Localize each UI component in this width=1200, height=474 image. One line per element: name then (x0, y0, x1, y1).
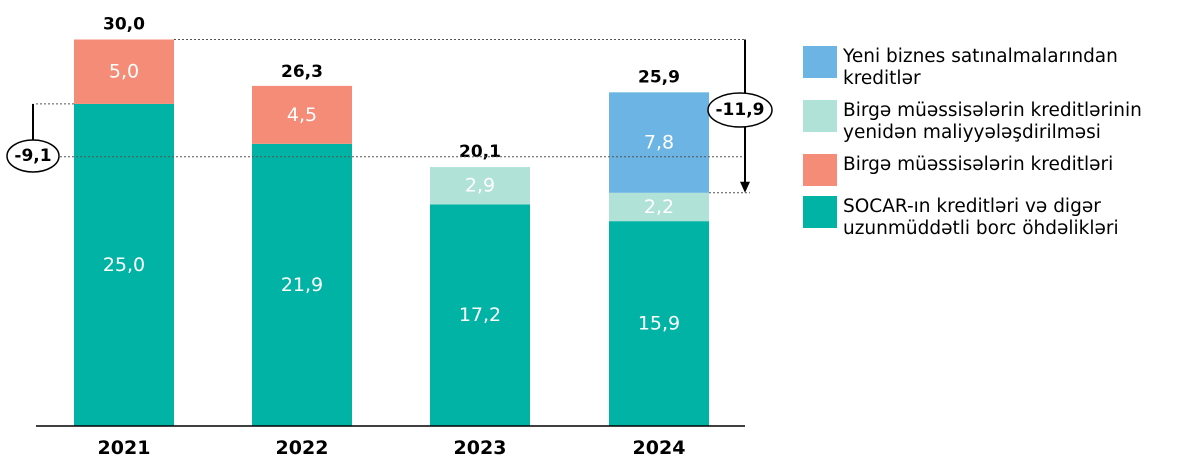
legend-swatch-socar-loans (803, 196, 837, 228)
bar-2022-series-1 (252, 85, 352, 144)
bar-label-2023-series-2: 2,9 (465, 175, 495, 197)
x-tick-2024: 2024 (633, 437, 686, 459)
annotation-bubble-2024 (707, 92, 773, 128)
total-label-2022: 26,3 (281, 62, 323, 82)
bar-2022-series-0 (252, 143, 352, 427)
bar-2021-series-0 (74, 103, 174, 427)
legend-swatch-jv-loans (803, 154, 837, 186)
annotation-label-2024: -11,9 (716, 100, 765, 120)
bar-label-2024-series-0: 15,9 (638, 313, 680, 335)
stacked-bar-chart: 25,0 5,0 30,0 2021 21,9 4,5 26,3 2022 17,2 2,9 20,… (6, 15, 773, 459)
total-label-2021: 30,0 (103, 15, 145, 35)
bar-label-2022-series-1: 4,5 (287, 104, 317, 126)
arrow-head-2024 (740, 181, 750, 193)
x-tick-2022: 2022 (276, 437, 329, 459)
bar-2023-series-2 (430, 167, 530, 205)
bar-2024-series-0 (609, 221, 709, 426)
bar-label-2021-series-0: 25,0 (103, 254, 145, 276)
legend-label-jv-refinancing: Birgə müəssisələrin kreditlərinin yenidə… (843, 100, 1142, 143)
legend: Yeni biznes satınalmalarından kreditlər … (803, 46, 1193, 250)
total-label-2024: 25,9 (638, 67, 680, 87)
bar-2021-series-1 (74, 39, 174, 104)
bar-2023-series-0 (430, 204, 530, 426)
total-label-2023: 20,1 (459, 142, 501, 162)
bar-label-2024-series-2: 2,2 (644, 196, 674, 218)
bar-label-2021-series-1: 5,0 (109, 61, 139, 83)
legend-label-jv-loans: Birgə müəssisələrin kreditləri (843, 154, 1114, 175)
legend-swatch-new-business (803, 46, 837, 78)
bar-label-2022-series-0: 21,9 (281, 274, 323, 296)
legend-label-new-business: Yeni biznes satınalmalarından kreditlər (843, 46, 1118, 89)
annotation-label-2021: -9,1 (14, 146, 51, 166)
legend-item-socar-loans: SOCAR-ın kreditləri və digər uzunmüddətl… (803, 196, 1193, 240)
x-tick-2021: 2021 (98, 437, 151, 459)
bar-label-2023-series-0: 17,2 (459, 304, 501, 326)
annotation-bubble-2021 (6, 139, 60, 173)
legend-item-jv-loans: Birgə müəssisələrin kreditləri (803, 154, 1193, 186)
bar-label-2024-series-3: 7,8 (644, 132, 674, 154)
bar-2024-series-2 (609, 192, 709, 222)
legend-label-socar-loans: SOCAR-ın kreditləri və digər uzunmüddətl… (843, 196, 1119, 239)
bar-2024-series-3 (609, 92, 709, 193)
legend-item-new-business: Yeni biznes satınalmalarından kreditlər (803, 46, 1193, 90)
legend-item-jv-refinancing: Birgə müəssisələrin kreditlərinin yenidə… (803, 100, 1193, 144)
x-tick-2023: 2023 (454, 437, 507, 459)
legend-swatch-jv-refinancing (803, 100, 837, 132)
